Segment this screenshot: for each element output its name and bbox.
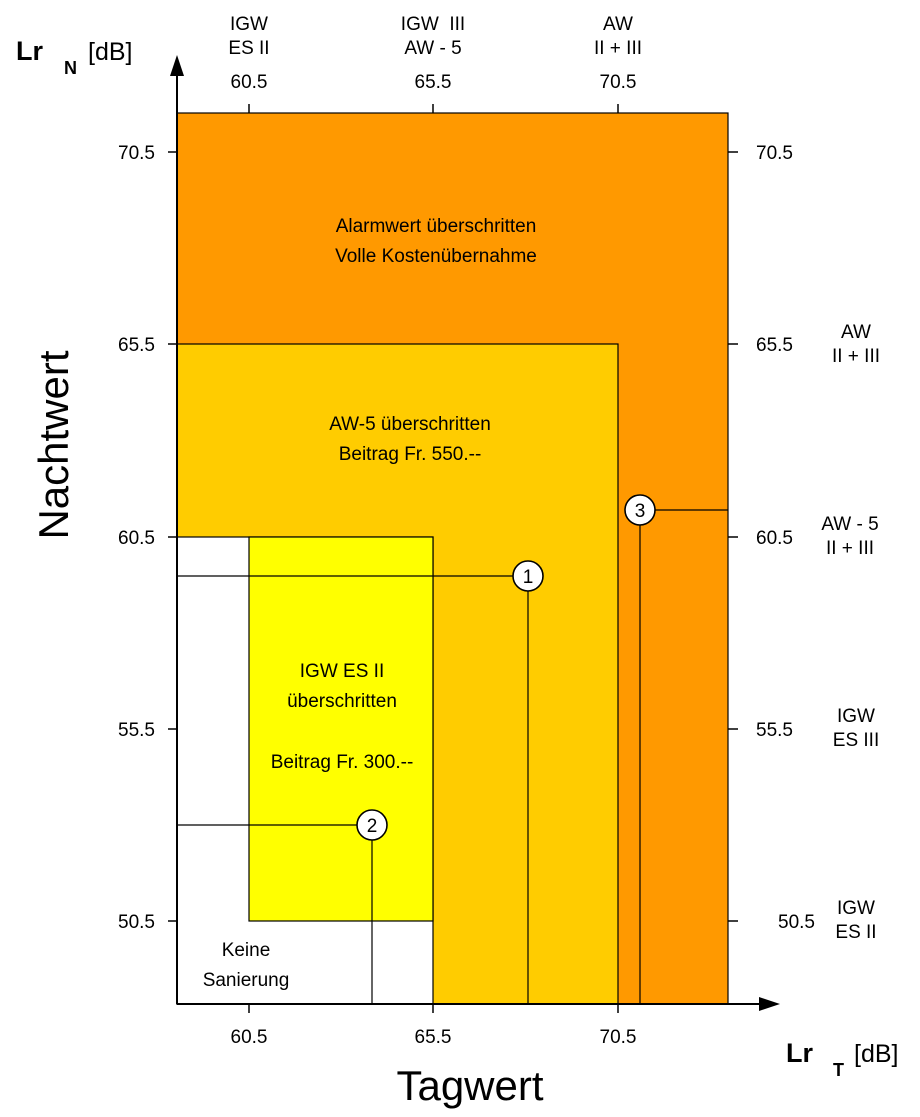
y-tick-label-left: 55.5 <box>118 720 155 741</box>
marker-1-label: 1 <box>523 567 534 588</box>
zone-none-label-line2: Sanierung <box>203 970 290 991</box>
marker-1: 1 <box>512 560 544 592</box>
zone-igw-label-line3: Beitrag Fr. 300.-- <box>271 752 414 773</box>
zone-aw5-label-line1: AW-5 überschritten <box>329 414 491 435</box>
right-label-line2: ES II <box>835 922 876 943</box>
top-tick-marks <box>248 104 619 113</box>
y-axis-unit: [dB] <box>88 38 132 66</box>
y-tick-label-right: 60.5 <box>756 528 793 549</box>
x-tick-label: 65.5 <box>415 1027 452 1048</box>
top-header-line1: IGW III <box>401 14 465 35</box>
top-header-line1: AW <box>603 14 633 35</box>
right-label-line1: AW - 5 <box>821 514 878 535</box>
marker-2-label: 2 <box>367 816 378 837</box>
bottom-tick-marks <box>248 1004 619 1013</box>
y-axis-arrow <box>170 55 184 76</box>
marker-2: 2 <box>356 809 388 841</box>
top-header-line1: IGW <box>230 14 268 35</box>
top-header-line2: ES II <box>228 38 269 59</box>
x-tick-label: 60.5 <box>231 1027 268 1048</box>
y-tick-label-left: 70.5 <box>118 143 155 164</box>
y-axis-title: Nachtwert <box>30 350 77 539</box>
y-tick-label-left: 50.5 <box>118 912 155 933</box>
right-label-line1: AW <box>841 322 871 343</box>
y-axis-subscript: N <box>64 58 77 78</box>
y-tick-label-left: 65.5 <box>118 335 155 356</box>
zone-igw <box>248 536 434 922</box>
top-header-line2: II + III <box>594 38 642 59</box>
y-axis-symbol: Lr <box>16 36 43 66</box>
left-tick-marks <box>168 151 177 922</box>
top-header-line2: AW - 5 <box>404 38 461 59</box>
right-label-line2: II + III <box>832 346 880 367</box>
y-tick-label-left: 60.5 <box>118 528 155 549</box>
top-tick-label: 60.5 <box>231 72 268 93</box>
zone-alarm-label-line2: Volle Kostenübernahme <box>335 246 537 267</box>
right-label-line2: II + III <box>826 538 874 559</box>
right-label-line1: IGW <box>837 706 875 727</box>
y-tick-label-right: 70.5 <box>756 143 793 164</box>
x-axis-arrow <box>759 997 780 1011</box>
right-label-line1: IGW <box>837 898 875 919</box>
zone-igw-label-line1: IGW ES II <box>300 661 384 682</box>
zone-none-label-line1: Keine <box>222 940 271 961</box>
x-axis-unit: [dB] <box>854 1040 898 1068</box>
marker-3-label: 3 <box>635 501 646 522</box>
zone-igw-label-line2: überschritten <box>287 691 397 712</box>
right-label-line2: ES III <box>833 730 879 751</box>
zone-aw5-label-line2: Beitrag Fr. 550.-- <box>339 444 482 465</box>
x-axis-subscript: T <box>833 1060 844 1080</box>
zone-alarm-label-line1: Alarmwert überschritten <box>336 216 537 237</box>
marker-3: 3 <box>624 494 656 526</box>
x-tick-label: 70.5 <box>600 1027 637 1048</box>
y-tick-label-right: 50.5 <box>778 912 815 933</box>
y-tick-label-right: 55.5 <box>756 720 793 741</box>
x-axis-symbol: Lr <box>786 1038 813 1068</box>
right-tick-marks <box>728 151 738 922</box>
top-tick-label: 65.5 <box>415 72 452 93</box>
y-tick-label-right: 65.5 <box>756 335 793 356</box>
top-tick-label: 70.5 <box>600 72 637 93</box>
x-axis-title: Tagwert <box>396 1062 543 1109</box>
